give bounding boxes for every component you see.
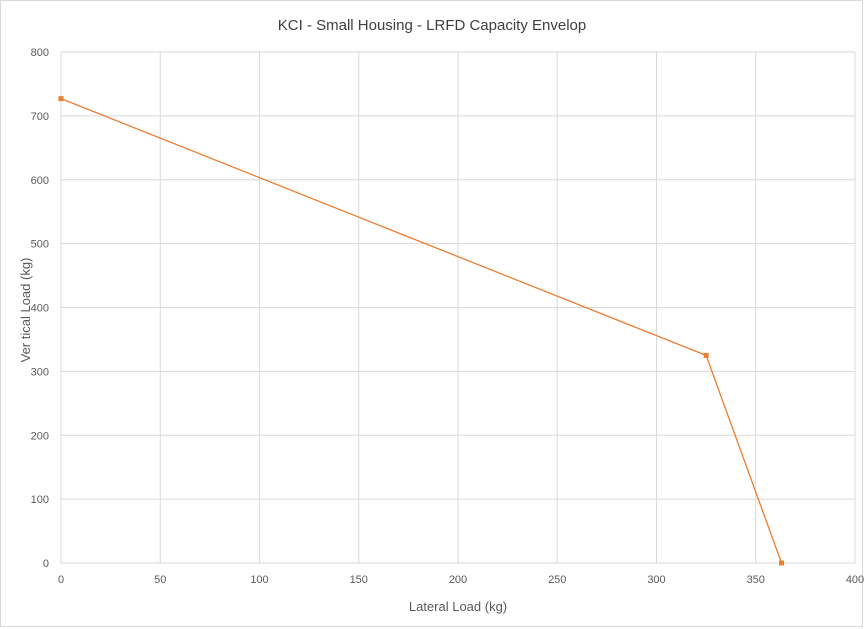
y-tick-label: 300 bbox=[31, 366, 49, 378]
x-tick-label: 50 bbox=[154, 574, 166, 586]
data-point-marker bbox=[58, 96, 64, 102]
x-tick-label: 200 bbox=[449, 574, 467, 586]
y-tick-label: 0 bbox=[43, 558, 49, 570]
y-tick-label: 600 bbox=[31, 175, 49, 187]
series-group bbox=[58, 96, 785, 566]
y-tick-label: 700 bbox=[31, 111, 49, 123]
x-tick-label: 250 bbox=[548, 574, 566, 586]
x-tick-label: 350 bbox=[747, 574, 765, 586]
horizontal-gridlines bbox=[61, 51, 855, 564]
y-axis-title: Ver tical Load (kg) bbox=[18, 258, 33, 363]
series-line bbox=[60, 98, 783, 564]
y-tick-label: 100 bbox=[31, 494, 49, 506]
data-point-marker bbox=[703, 352, 709, 358]
x-axis-title: Lateral Load (kg) bbox=[409, 599, 507, 614]
chart-title: KCI - Small Housing - LRFD Capacity Enve… bbox=[278, 17, 586, 34]
x-tick-label: 0 bbox=[58, 574, 64, 586]
y-tick-label: 200 bbox=[31, 430, 49, 442]
x-tick-label: 400 bbox=[846, 574, 864, 586]
x-axis-tick-labels: 0 50 100 150 200 250 300 350 400 bbox=[58, 574, 864, 586]
data-point-marker bbox=[779, 560, 785, 566]
y-tick-label: 500 bbox=[31, 239, 49, 251]
x-tick-label: 100 bbox=[250, 574, 268, 586]
x-tick-label: 150 bbox=[350, 574, 368, 586]
y-axis-tick-labels: 0 100 200 300 400 500 600 700 800 bbox=[31, 47, 49, 570]
y-tick-label: 800 bbox=[31, 47, 49, 59]
y-tick-label: 400 bbox=[31, 303, 49, 315]
x-tick-label: 300 bbox=[647, 574, 665, 586]
